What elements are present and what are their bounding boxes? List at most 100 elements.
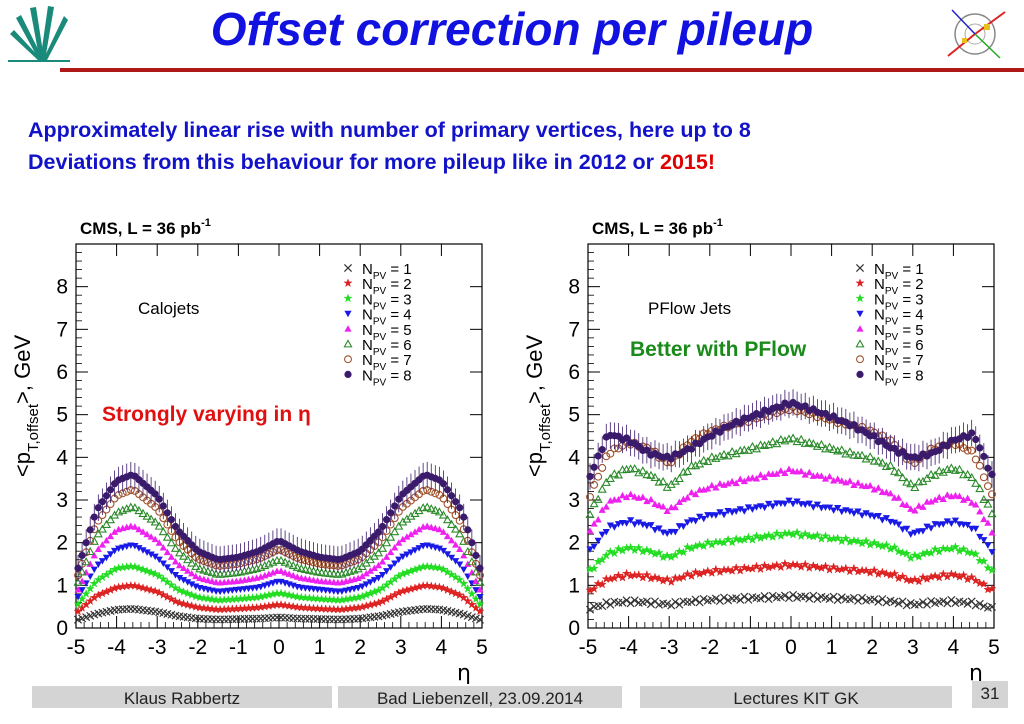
data-point bbox=[878, 517, 886, 524]
data-point bbox=[590, 463, 598, 471]
data-point bbox=[163, 564, 171, 571]
data-point bbox=[199, 565, 209, 574]
x-tick-label: 0 bbox=[785, 636, 797, 659]
data-point bbox=[696, 513, 704, 521]
data-point bbox=[678, 547, 689, 557]
data-point bbox=[590, 480, 599, 489]
data-point bbox=[951, 491, 960, 499]
data-point bbox=[739, 445, 749, 454]
data-point bbox=[203, 593, 213, 603]
data-point bbox=[346, 586, 354, 594]
x-tick-label: -5 bbox=[579, 636, 598, 659]
data-point bbox=[651, 500, 659, 508]
data-point bbox=[769, 503, 777, 510]
data-point bbox=[216, 615, 225, 624]
data-point bbox=[154, 521, 164, 530]
data-point bbox=[858, 593, 867, 602]
data-point bbox=[158, 590, 168, 599]
data-point bbox=[931, 496, 939, 503]
legend-entry: NPV = 4 bbox=[874, 307, 924, 328]
data-point bbox=[613, 570, 624, 580]
data-point bbox=[808, 439, 818, 448]
data-point bbox=[195, 592, 205, 602]
data-point bbox=[732, 508, 740, 515]
data-point bbox=[915, 502, 923, 509]
data-point bbox=[975, 461, 984, 470]
legend-name: N bbox=[362, 352, 373, 369]
data-point bbox=[943, 518, 951, 525]
legend-sub: PV bbox=[885, 301, 899, 312]
data-point bbox=[659, 502, 667, 510]
data-point bbox=[280, 600, 290, 610]
data-point bbox=[280, 557, 290, 566]
y-axis-label-sub: T,offset bbox=[537, 403, 554, 452]
data-point bbox=[590, 520, 598, 527]
data-point bbox=[792, 560, 802, 569]
data-point bbox=[975, 483, 985, 493]
data-point bbox=[589, 499, 599, 508]
data-point bbox=[647, 522, 655, 529]
data-point bbox=[732, 479, 740, 487]
data-point bbox=[635, 519, 643, 527]
data-point bbox=[691, 490, 700, 498]
data-point bbox=[207, 604, 217, 614]
data-point bbox=[589, 583, 599, 593]
legend-marker bbox=[344, 370, 352, 378]
data-point bbox=[959, 598, 968, 607]
data-point bbox=[670, 476, 680, 485]
data-point bbox=[292, 591, 302, 601]
data-point bbox=[751, 444, 762, 453]
data-point bbox=[805, 594, 814, 603]
data-point bbox=[911, 506, 919, 514]
data-point bbox=[690, 567, 701, 577]
y-axis-label-end: >, GeV bbox=[522, 335, 547, 404]
data-point bbox=[253, 584, 261, 592]
data-point bbox=[321, 568, 331, 577]
data-point bbox=[756, 594, 765, 603]
legend-name: N bbox=[874, 307, 885, 324]
data-point bbox=[837, 593, 846, 602]
data-point bbox=[594, 516, 602, 523]
y-tick-label: 0 bbox=[56, 617, 68, 640]
data-point bbox=[460, 551, 468, 559]
data-point bbox=[691, 595, 700, 604]
legend-marker bbox=[343, 293, 353, 303]
data-point bbox=[882, 515, 891, 522]
data-point bbox=[830, 507, 838, 514]
data-point bbox=[849, 593, 858, 602]
legend-marker bbox=[856, 355, 864, 364]
legend-entry: NPV = 2 bbox=[874, 276, 924, 297]
data-point bbox=[321, 615, 330, 624]
data-point bbox=[756, 440, 766, 449]
data-point bbox=[841, 449, 851, 458]
data-point bbox=[651, 526, 659, 534]
data-point bbox=[460, 566, 468, 574]
data-point bbox=[980, 452, 988, 461]
data-point bbox=[617, 572, 628, 582]
data-point bbox=[373, 548, 384, 557]
data-point bbox=[671, 503, 679, 511]
data-point bbox=[308, 603, 319, 613]
data-point bbox=[622, 434, 631, 442]
data-point bbox=[471, 567, 481, 576]
data-point bbox=[903, 501, 911, 508]
data-point bbox=[724, 479, 732, 487]
data-point bbox=[781, 469, 789, 476]
data-point bbox=[882, 598, 891, 607]
legend-name: N bbox=[362, 276, 373, 293]
data-point bbox=[907, 505, 915, 512]
data-point bbox=[407, 530, 415, 538]
legend-name: N bbox=[874, 337, 885, 354]
x-axis-label: η bbox=[457, 661, 471, 684]
data-point bbox=[228, 615, 237, 624]
data-point bbox=[914, 576, 924, 586]
data-point bbox=[622, 493, 631, 501]
data-point bbox=[422, 502, 432, 511]
data-point bbox=[82, 568, 90, 576]
data-point bbox=[188, 581, 196, 588]
data-point bbox=[422, 561, 432, 571]
series-1 bbox=[586, 590, 996, 614]
data-point bbox=[752, 504, 761, 511]
data-point bbox=[886, 489, 895, 497]
data-point bbox=[442, 585, 453, 595]
